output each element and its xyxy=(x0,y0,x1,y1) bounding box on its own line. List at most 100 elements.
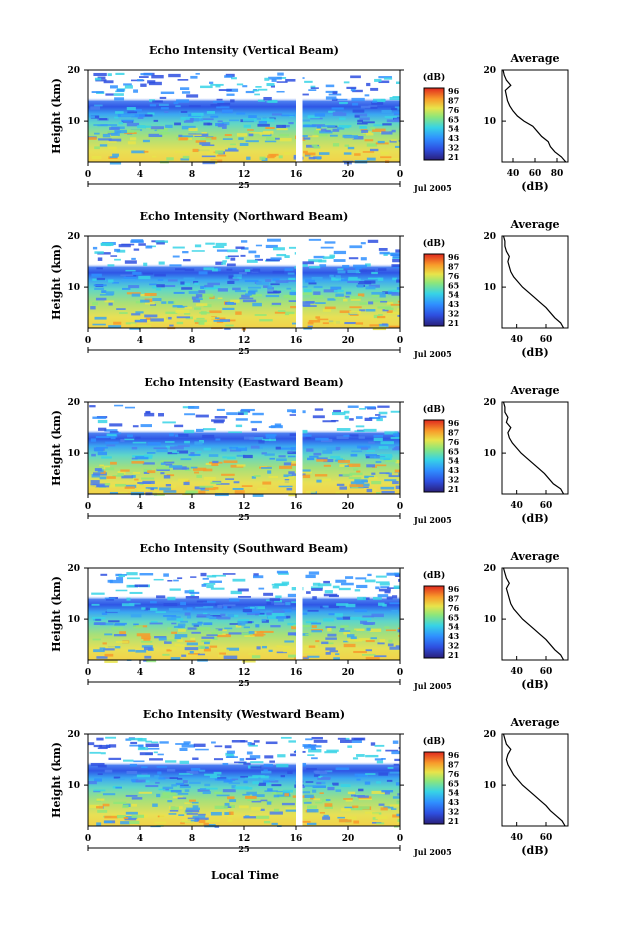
echo-cell xyxy=(163,573,169,577)
echo-cell xyxy=(252,412,264,416)
echo-cell xyxy=(104,483,111,486)
echo-cell xyxy=(151,74,164,79)
echo-cell xyxy=(203,622,213,626)
echo-cell xyxy=(328,93,342,96)
echo-cell xyxy=(198,321,205,325)
echo-cell xyxy=(374,78,382,82)
echo-cell xyxy=(156,127,168,132)
echo-cell xyxy=(311,736,323,740)
echo-cell xyxy=(227,255,239,258)
echo-cell xyxy=(241,408,255,412)
echo-cell xyxy=(172,796,183,799)
echo-cell xyxy=(142,272,154,275)
colorbar-tick-label: 87 xyxy=(448,427,459,437)
echo-cell xyxy=(181,818,195,823)
echo-cell xyxy=(124,815,138,819)
x-tick-label: 4 xyxy=(137,502,143,512)
echo-cell xyxy=(137,482,151,484)
echo-cell xyxy=(198,819,206,824)
echo-cell xyxy=(191,112,204,116)
echo-cell xyxy=(378,415,387,418)
echo-cell xyxy=(287,770,293,774)
echo-cell xyxy=(336,98,348,101)
echo-cell xyxy=(333,289,344,293)
echo-cell xyxy=(347,745,353,748)
echo-cell xyxy=(215,84,221,88)
echo-cell xyxy=(226,93,235,96)
echo-cell xyxy=(114,258,121,261)
echo-cell xyxy=(265,244,278,249)
echo-cell xyxy=(266,83,275,87)
echo-cell xyxy=(175,743,190,745)
echo-cell xyxy=(205,787,218,790)
echo-cell xyxy=(397,821,400,824)
x-tick-label: 0 xyxy=(85,668,91,678)
echo-cell xyxy=(381,131,393,135)
echo-cell xyxy=(243,816,257,819)
echo-cell xyxy=(217,616,231,620)
echo-cell xyxy=(282,789,293,793)
echo-cell xyxy=(379,582,390,586)
echo-cell xyxy=(316,125,322,129)
echo-cell xyxy=(255,612,265,616)
echo-cell xyxy=(231,785,236,789)
echo-cell xyxy=(262,438,272,442)
echo-cell xyxy=(99,464,104,467)
echo-cell xyxy=(391,264,400,268)
echo-cell xyxy=(329,650,339,653)
echo-cell xyxy=(178,134,183,138)
echo-cell xyxy=(256,815,270,819)
echo-cell xyxy=(162,786,174,790)
echo-cell xyxy=(242,299,257,303)
profile-x-axis-title: (dB) xyxy=(521,346,548,359)
echo-cell xyxy=(352,805,359,809)
echo-cell xyxy=(333,409,341,413)
echo-cell xyxy=(318,775,323,778)
colorbar-tick-label: 32 xyxy=(448,641,459,651)
echo-cell xyxy=(110,436,116,440)
echo-cell xyxy=(212,574,226,577)
echo-cell xyxy=(311,124,326,127)
echo-cell xyxy=(118,244,131,248)
data-gap xyxy=(296,568,303,660)
echo-cell xyxy=(275,137,280,140)
echo-cell xyxy=(290,447,296,451)
echo-cell xyxy=(257,88,268,91)
echo-cell xyxy=(168,813,177,815)
echo-cell xyxy=(94,778,102,782)
echo-cell xyxy=(228,814,233,818)
echo-cell xyxy=(275,446,281,450)
echo-cell xyxy=(229,446,239,449)
echo-cell xyxy=(156,595,166,599)
echo-cell xyxy=(177,623,186,627)
echo-cell xyxy=(121,603,135,607)
echo-cell xyxy=(249,294,262,297)
echo-cell xyxy=(391,157,400,160)
echo-cell xyxy=(358,618,372,621)
echo-cell xyxy=(269,438,277,442)
echo-cell xyxy=(378,411,388,415)
colorbar-tick-label: 76 xyxy=(448,105,460,115)
echo-cell xyxy=(366,157,376,161)
echo-cell xyxy=(264,755,274,759)
echo-cell xyxy=(227,249,238,253)
echo-cell xyxy=(105,93,114,96)
date-label: Jul 2005 xyxy=(413,183,452,193)
echo-cell xyxy=(263,763,273,767)
echo-cell xyxy=(281,114,295,117)
echo-cell xyxy=(372,299,387,302)
echo-cell xyxy=(259,319,273,322)
echo-cell xyxy=(248,115,257,119)
echo-cell xyxy=(187,653,200,655)
echo-cell xyxy=(163,614,177,617)
echo-cell xyxy=(201,155,216,158)
echo-cell xyxy=(343,410,350,414)
echo-cell xyxy=(328,605,340,609)
echo-cell xyxy=(263,820,271,824)
echo-cell xyxy=(238,595,251,598)
echo-cell xyxy=(195,303,208,306)
echo-cell xyxy=(259,132,271,135)
echo-cell xyxy=(270,85,275,88)
echo-cell xyxy=(394,106,400,109)
echo-cell xyxy=(276,124,286,128)
